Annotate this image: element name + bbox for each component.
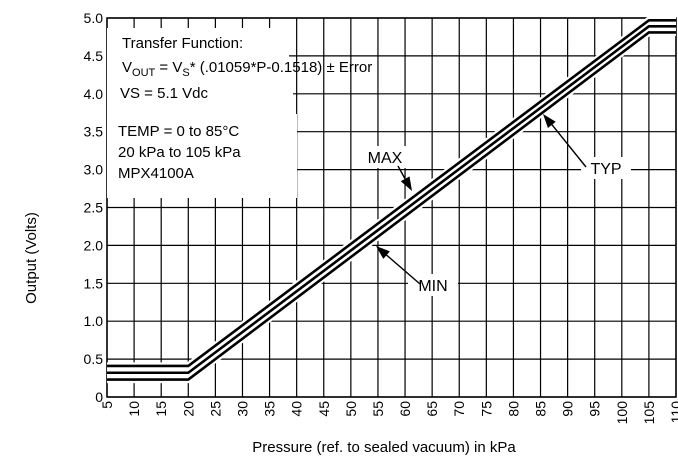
x-tick-label: 60	[397, 401, 413, 417]
y-axis-title: Output (Volts)	[23, 212, 40, 304]
vs-subscript: S	[182, 67, 189, 79]
callout-leader-typ	[548, 120, 587, 168]
x-tick-label: 105	[641, 401, 657, 425]
annotation-box-background-lower	[107, 86, 293, 114]
x-tick-label: 15	[153, 401, 169, 417]
y-tick-label: 1.0	[84, 313, 104, 329]
annotation-vout-equation: VOUT = VS* (.01059*P-0.1518) ± Error	[122, 59, 372, 79]
series-line-max	[107, 18, 676, 368]
annotation-box-background-bottom	[107, 114, 297, 198]
x-tick-label: 55	[370, 401, 386, 417]
x-tick-labels: 5 10 15 20 25 30 35 40 45 50 55 60 65 70 75 80 85 90 95 100…	[99, 401, 678, 425]
x-tick-label: 90	[560, 401, 576, 417]
x-tick-label: 30	[234, 401, 250, 417]
callout-arrow-min	[376, 246, 390, 259]
x-tick-label: 110	[668, 401, 678, 424]
x-tick-label: 100	[614, 401, 630, 425]
x-tick-label: 25	[207, 401, 223, 417]
x-tick-label: 75	[478, 401, 494, 417]
y-tick-labels: 0 0.5 1.0 1.5 2.0 2.5 3.0 3.5 4.0 4.5 5.0	[84, 10, 104, 405]
y-tick-label: 1.5	[84, 275, 104, 291]
y-tick-label: 4.0	[84, 86, 104, 102]
y-tick-label: 5.0	[84, 10, 104, 26]
x-tick-label: 85	[533, 401, 549, 417]
y-tick-label: 3.0	[84, 162, 104, 178]
x-tick-label: 45	[316, 401, 332, 417]
callout-arrow-max	[400, 176, 412, 191]
y-tick-label: 2.5	[84, 200, 104, 216]
y-tick-label: 4.5	[84, 48, 104, 64]
annotation-range: 20 kPa to 105 kPa	[118, 144, 241, 161]
annotation-transfer-function: Transfer Function:	[122, 35, 243, 52]
vout-formula-rest: * (.01059*P-0.1518) ± Error	[190, 59, 373, 76]
x-tick-label: 35	[262, 401, 278, 417]
x-axis-title: Pressure (ref. to sealed vacuum) in kPa	[252, 439, 516, 456]
series-lines	[107, 16, 676, 384]
y-tick-label: 0	[95, 389, 103, 405]
annotation-box: Transfer Function: VOUT = VS* (.01059*P-…	[107, 28, 372, 198]
vout-subscript: OUT	[132, 67, 156, 79]
series-callouts: MAX TYP MIN	[360, 114, 631, 296]
vout-equals-v: = V	[155, 59, 182, 76]
annotation-box-background	[107, 28, 289, 86]
x-tick-label: 20	[180, 401, 196, 417]
callout-label-min: MIN	[418, 278, 447, 295]
series-line-min	[107, 31, 676, 381]
annotation-temp: TEMP = 0 to 85°C	[118, 123, 239, 140]
callout-label-max: MAX	[368, 150, 403, 167]
y-tick-label: 2.0	[84, 237, 104, 253]
callout-bg-typ	[581, 157, 631, 179]
callout-bg-max	[360, 146, 410, 168]
x-tick-label: 40	[289, 401, 305, 417]
series-line-typ	[107, 25, 676, 375]
annotation-part-number: MPX4100A	[118, 165, 194, 182]
y-tick-label: 0.5	[84, 351, 104, 367]
x-tick-label: 95	[587, 401, 603, 417]
callout-leader-min	[382, 251, 421, 285]
x-tick-label: 50	[343, 401, 359, 417]
vout-v: V	[122, 59, 132, 76]
callout-arrow-typ	[543, 114, 556, 129]
plot-frame	[106, 17, 677, 398]
x-tick-label: 65	[424, 401, 440, 417]
annotation-vs: VS = 5.1 Vdc	[120, 85, 208, 102]
x-tick-label: 80	[505, 401, 521, 417]
x-tick-label: 70	[451, 401, 467, 417]
callout-label-typ: TYP	[590, 161, 621, 178]
y-tick-label: 3.5	[84, 124, 104, 140]
x-tick-label: 5	[99, 401, 115, 409]
x-tick-label: 10	[126, 401, 142, 417]
callout-bg-min	[408, 274, 458, 296]
